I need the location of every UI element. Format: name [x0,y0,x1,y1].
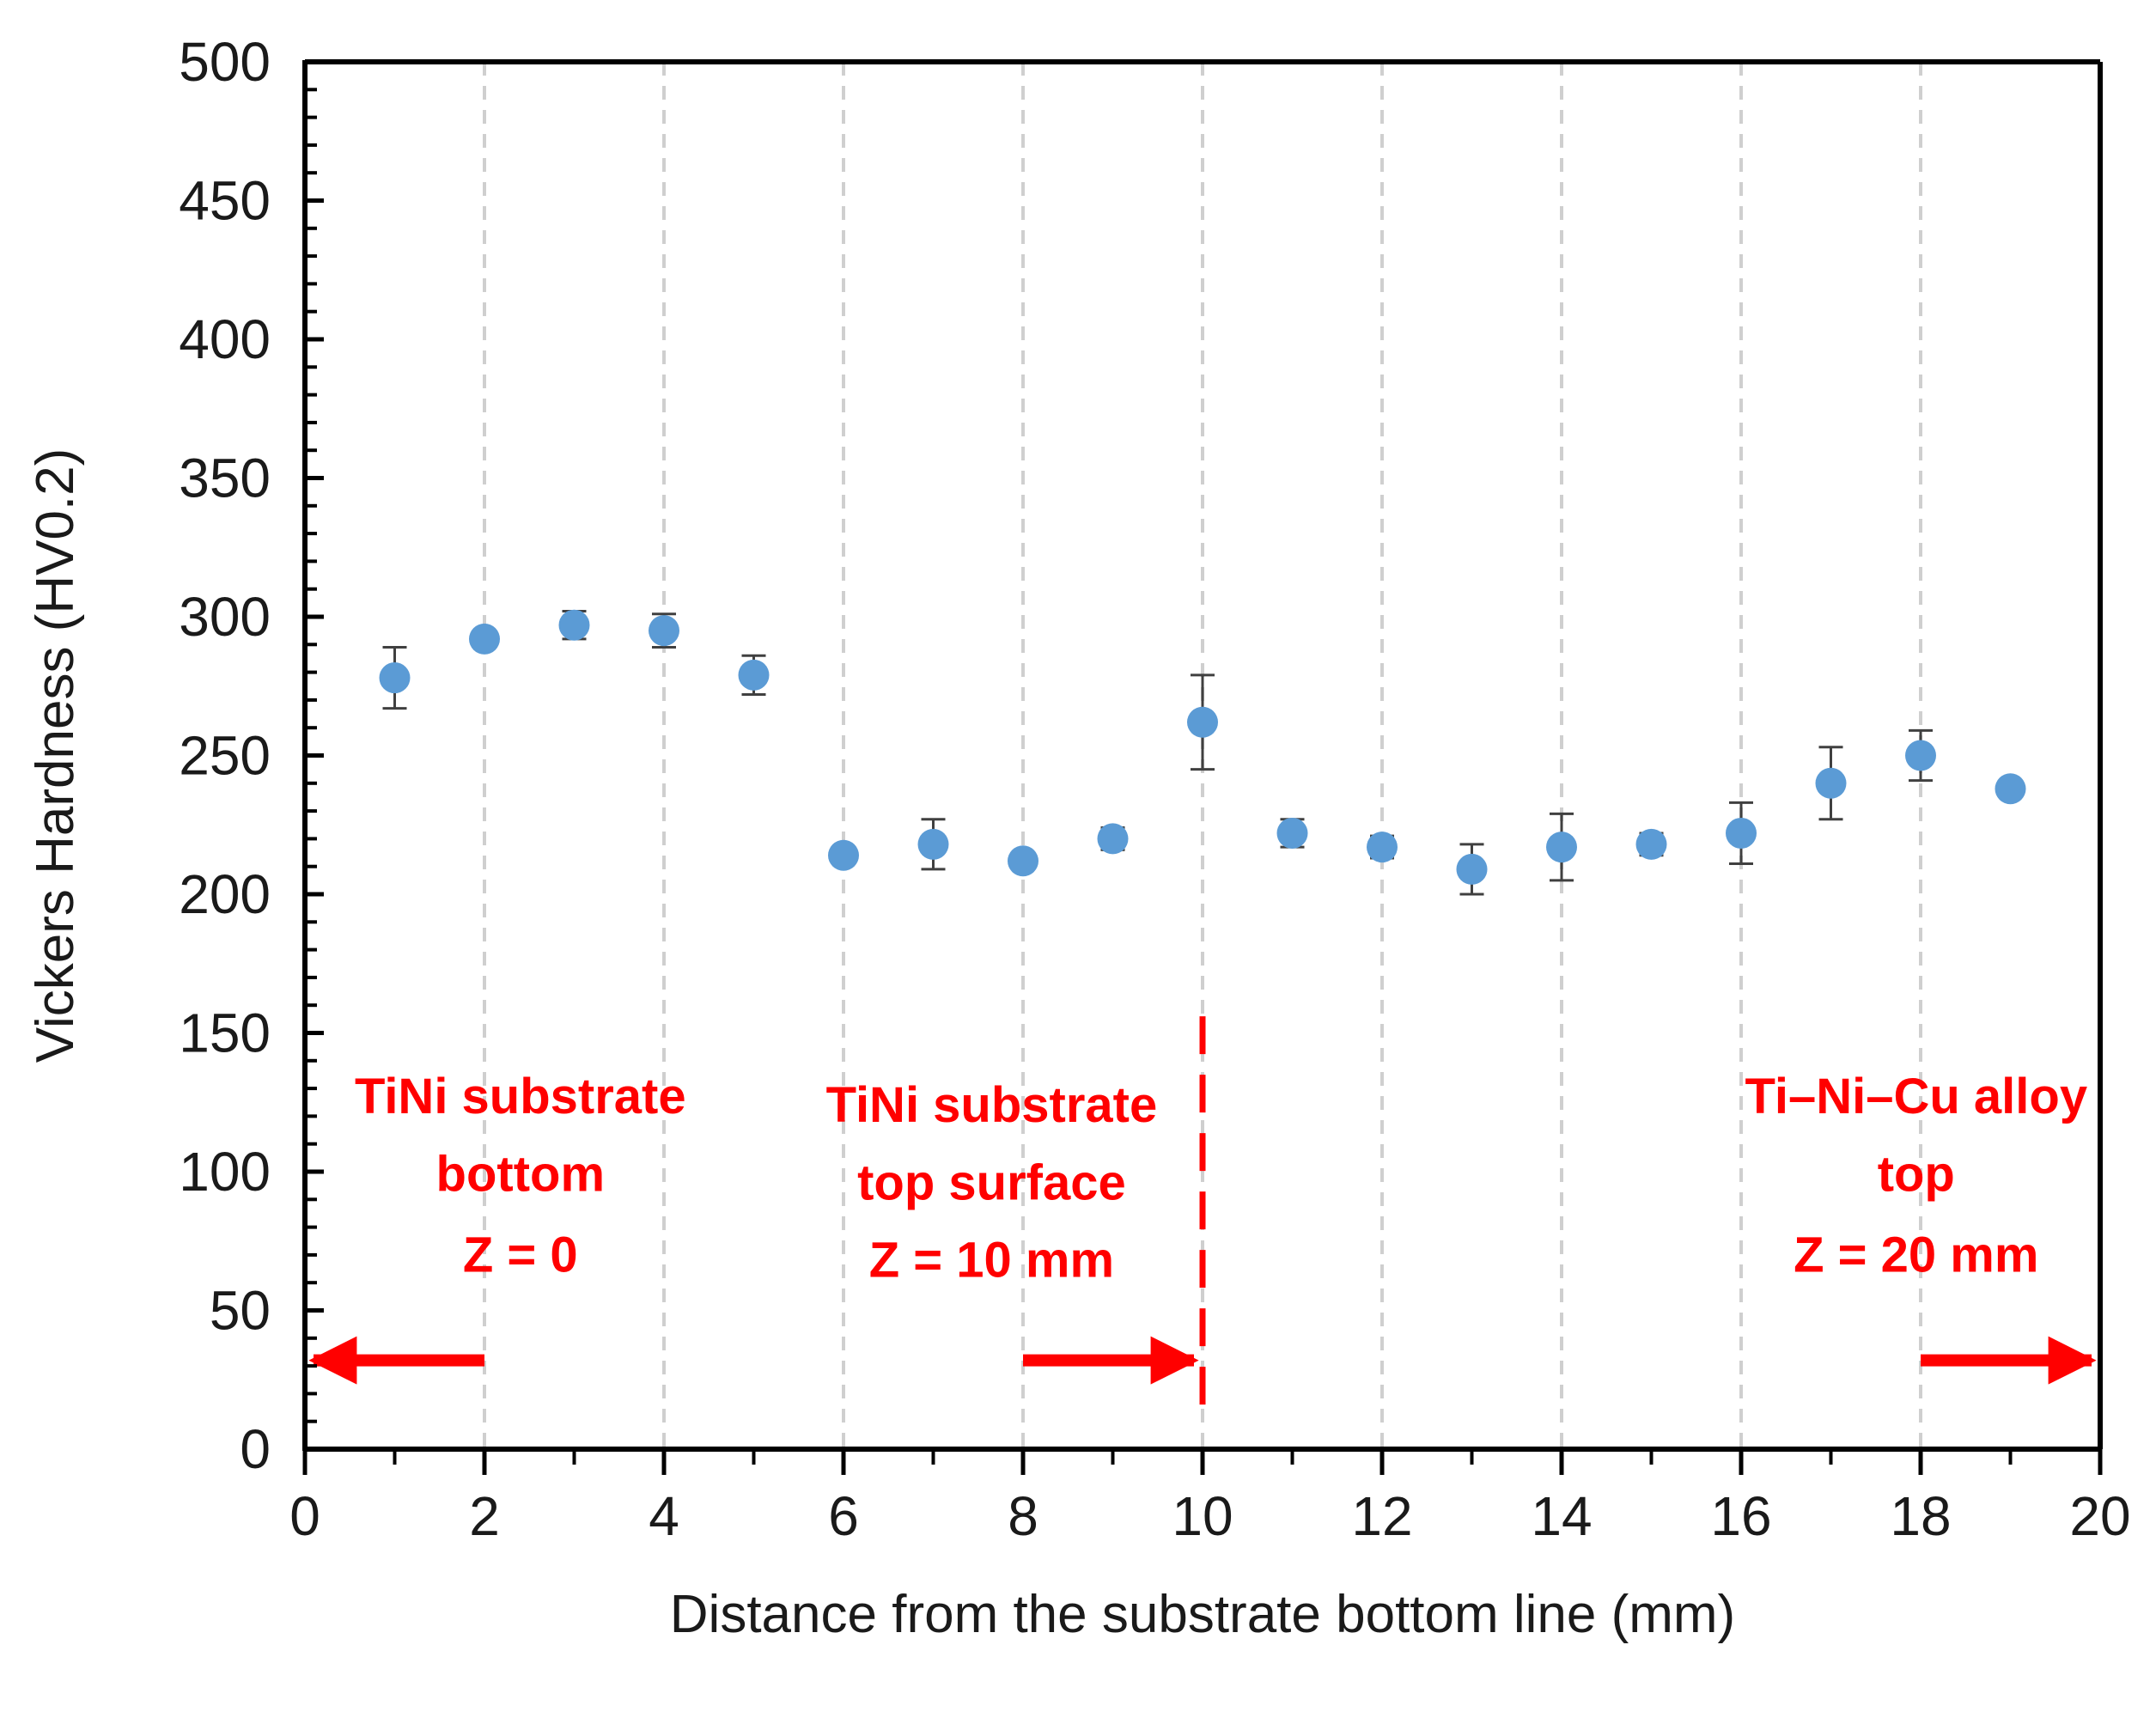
data-point-10 [1187,673,1218,771]
data-point-5 [738,654,770,696]
tick-labels: 0 50 100 150 200 250 300 350 400 450 500 0 2 4 6 8 10 12 1… [179,31,2130,1547]
y-tick-label-300: 300 [179,586,271,648]
annotation-0-line-2: Z = 0 [463,1227,578,1282]
axes [302,59,2103,1475]
y-tick-label-50: 50 [210,1280,271,1342]
x-tick-label-2: 2 [469,1485,500,1547]
marker-5 [738,659,770,691]
data-point-1 [379,646,411,710]
marker-17 [1815,767,1847,799]
data-point-8 [1008,845,1038,877]
annotation-1-line-2: Z = 10 mm [869,1233,1114,1288]
marker-9 [1097,823,1129,855]
marker-6 [828,839,859,871]
data-point-18 [1905,728,1936,783]
data-point-3 [558,609,590,641]
data-point-14 [1546,812,1577,882]
marker-3 [558,609,590,641]
data-point-13 [1456,843,1488,896]
annotation-0-line-1: bottom [436,1147,606,1203]
annotation-0-line-0: TiNi substrate [355,1069,686,1124]
annotation-2-line-2: Z = 20 mm [1794,1227,2038,1282]
marker-13 [1456,853,1488,885]
y-tick-label-100: 100 [179,1141,271,1203]
y-tick-label-400: 400 [179,308,271,370]
x-tick-label-10: 10 [1172,1485,1233,1547]
marker-11 [1276,817,1308,849]
x-tick-label-8: 8 [1008,1485,1038,1547]
x-tick-label-16: 16 [1710,1485,1771,1547]
marker-12 [1367,832,1398,863]
marker-18 [1905,740,1936,771]
y-tick-label-250: 250 [179,725,271,787]
data-points [379,609,2026,896]
marker-4 [649,615,679,647]
marker-1 [379,662,411,694]
data-point-16 [1726,801,1757,865]
y-axis-title: Vickers Hardness (HV0.2) [26,448,85,1063]
marker-8 [1008,845,1038,877]
y-tick-label-150: 150 [179,1002,271,1064]
y-tick-label-500: 500 [179,31,271,93]
x-tick-label-6: 6 [828,1485,859,1547]
marker-15 [1635,828,1667,860]
marker-19 [1995,773,2026,805]
x-tick-label-20: 20 [2069,1485,2130,1547]
data-point-4 [649,612,679,649]
data-point-9 [1097,823,1129,855]
data-point-7 [917,818,949,871]
marker-10 [1187,706,1218,738]
x-tick-label-18: 18 [1890,1485,1951,1547]
x-tick-label-12: 12 [1351,1485,1412,1547]
data-point-6 [828,839,859,871]
y-tick-label-350: 350 [179,448,271,509]
x-tick-label-4: 4 [649,1485,679,1547]
marker-7 [917,828,949,860]
x-axis-title: Distance from the substrate bottom line … [670,1585,1735,1644]
data-point-12 [1367,832,1398,863]
annotation-2-line-1: top [1878,1147,1955,1203]
marker-16 [1726,817,1757,849]
annotation-1-line-0: TiNi substrate [826,1077,1158,1133]
data-point-15 [1635,828,1667,860]
annotations: TiNi substrate bottom Z = 0 TiNi substrate t… [308,1016,2097,1408]
y-tick-label-0: 0 [240,1418,271,1480]
marker-2 [469,623,500,655]
data-point-17 [1815,746,1847,821]
x-tick-label-0: 0 [289,1485,320,1547]
y-tick-label-200: 200 [179,863,271,925]
x-tick-label-14: 14 [1531,1485,1592,1547]
marker-14 [1546,832,1577,863]
data-point-2 [469,623,500,655]
data-point-11 [1276,817,1308,849]
annotation-2-line-0: Ti–Ni–Cu alloy [1745,1069,2087,1124]
y-tick-label-450: 450 [179,170,271,232]
annotation-1-line-1: top surface [857,1154,1126,1210]
data-point-19 [1995,773,2026,805]
